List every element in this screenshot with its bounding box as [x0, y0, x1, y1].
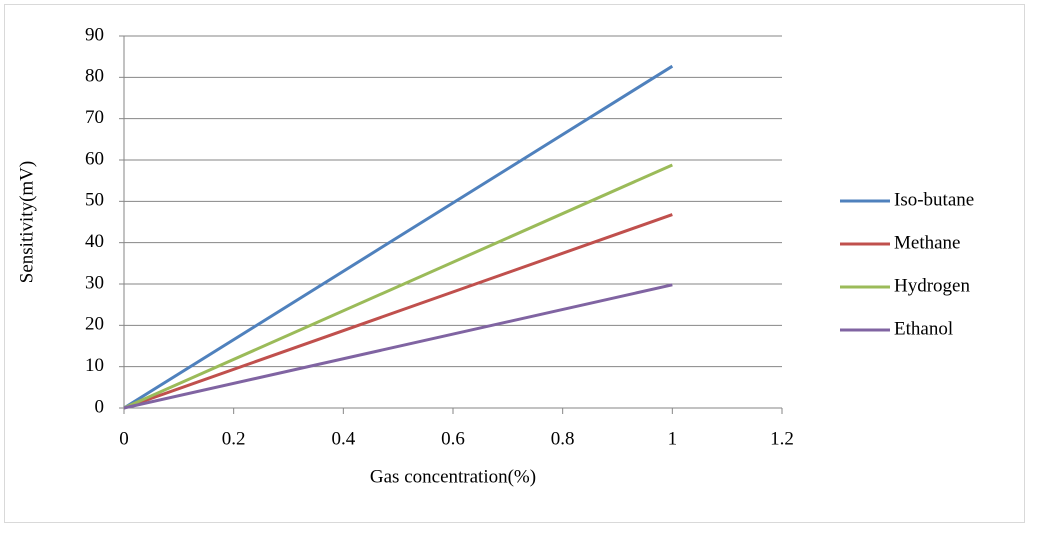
- chart-frame: [4, 4, 1025, 523]
- y-tick-label: 40: [85, 231, 104, 252]
- legend-label: Hydrogen: [894, 275, 970, 296]
- series-line: [123, 283, 673, 410]
- y-tick-label: 20: [85, 314, 104, 335]
- x-tick-label: 0.4: [331, 428, 355, 449]
- series-line: [123, 64, 674, 410]
- y-tick-label: 10: [85, 355, 104, 376]
- legend-label: Methane: [894, 232, 960, 253]
- x-tick-label: 1: [668, 428, 678, 449]
- y-tick-label: 30: [85, 272, 104, 293]
- legend-label: Iso-butane: [894, 189, 974, 210]
- x-tick-label: 1.2: [770, 428, 794, 449]
- y-tick-label: 50: [85, 190, 104, 211]
- y-tick-label: 70: [85, 107, 104, 128]
- x-tick-label: 0: [119, 428, 129, 449]
- series-line: [123, 163, 673, 410]
- y-axis-label: Sensitivity(mV): [16, 161, 37, 283]
- legend-label: Ethanol: [894, 318, 953, 339]
- y-tick-label: 0: [95, 396, 105, 417]
- x-tick-label: 0.6: [441, 428, 465, 449]
- x-tick-label: 0.8: [551, 428, 575, 449]
- y-tick-label: 80: [85, 66, 104, 87]
- y-tick-label: 90: [85, 24, 104, 45]
- y-tick-label: 60: [85, 148, 104, 169]
- series-line: [123, 213, 673, 410]
- x-tick-label: 0.2: [222, 428, 246, 449]
- x-axis-label: Gas concentration(%): [370, 466, 536, 487]
